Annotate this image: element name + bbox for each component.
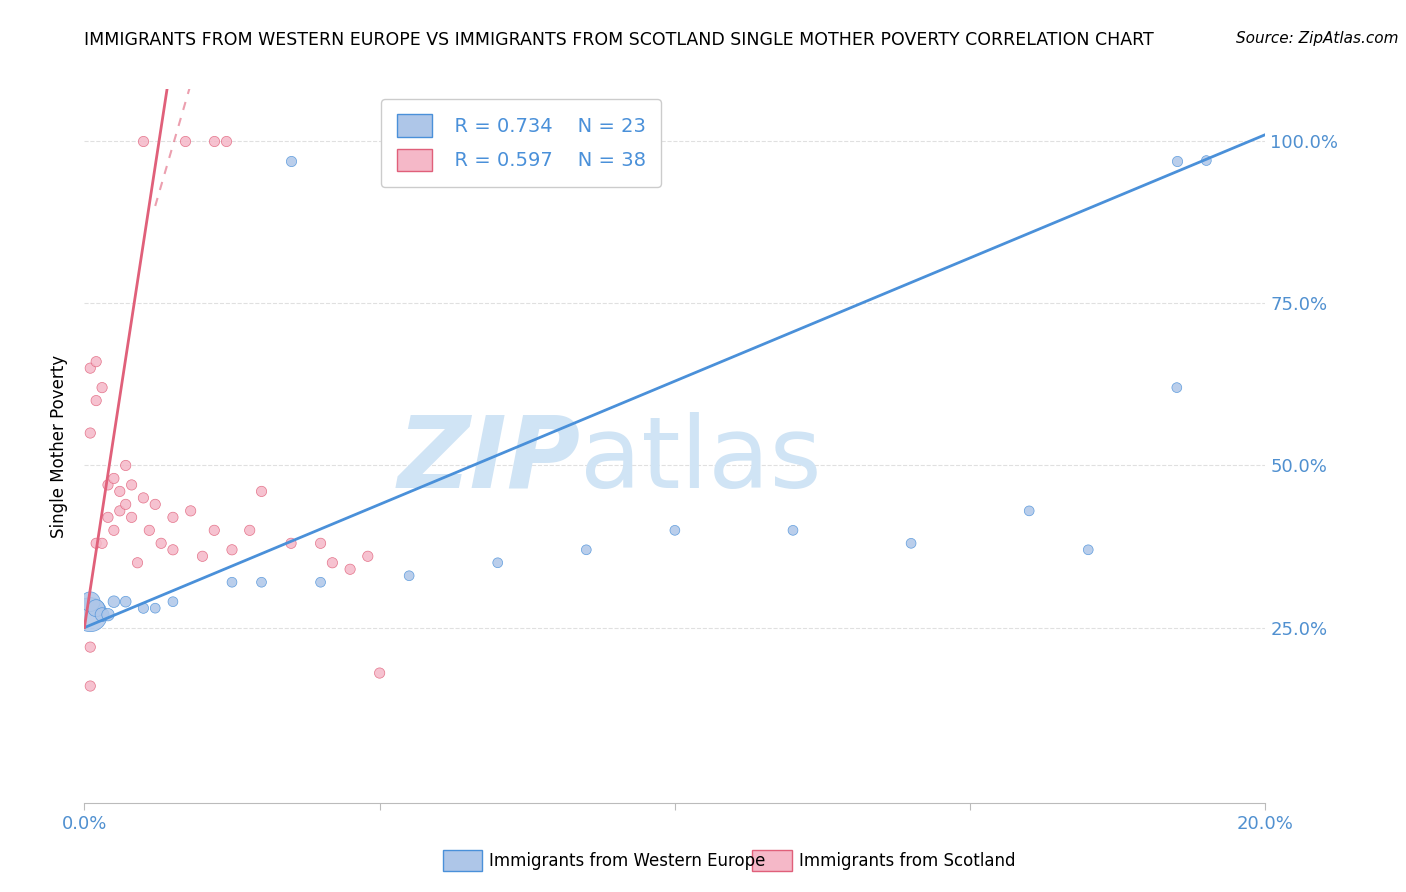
Point <box>84 393 107 408</box>
Point <box>132 491 155 505</box>
Point <box>91 381 114 395</box>
Point <box>664 524 686 538</box>
Point <box>1077 542 1099 557</box>
Point <box>138 524 160 538</box>
Point <box>900 536 922 550</box>
Text: Immigrants from Scotland: Immigrants from Scotland <box>799 852 1015 870</box>
Point <box>398 568 420 582</box>
Point <box>368 666 391 681</box>
Point <box>339 562 361 576</box>
Point <box>309 536 332 550</box>
Point <box>97 607 120 622</box>
Point <box>1166 381 1188 395</box>
Point <box>162 595 184 609</box>
Point <box>108 484 131 499</box>
Point <box>162 542 184 557</box>
Point <box>309 575 332 590</box>
Legend:   R = 0.734    N = 23,   R = 0.597    N = 38: R = 0.734 N = 23, R = 0.597 N = 38 <box>381 99 661 186</box>
Point <box>84 354 107 368</box>
Point <box>103 595 125 609</box>
Point <box>97 510 120 524</box>
Point <box>239 524 262 538</box>
Point <box>103 471 125 485</box>
Point <box>280 153 302 168</box>
Point <box>121 478 143 492</box>
Point <box>91 607 114 622</box>
Text: ZIP: ZIP <box>398 412 581 508</box>
Point <box>1195 153 1218 168</box>
Point <box>114 595 136 609</box>
Point <box>121 510 143 524</box>
Point <box>250 484 273 499</box>
Text: IMMIGRANTS FROM WESTERN EUROPE VS IMMIGRANTS FROM SCOTLAND SINGLE MOTHER POVERTY: IMMIGRANTS FROM WESTERN EUROPE VS IMMIGR… <box>84 31 1154 49</box>
Point <box>114 497 136 511</box>
Point <box>486 556 509 570</box>
Point <box>782 524 804 538</box>
Point <box>79 679 101 693</box>
Text: Source: ZipAtlas.com: Source: ZipAtlas.com <box>1236 31 1399 46</box>
Point <box>180 504 202 518</box>
Point <box>114 458 136 473</box>
Point <box>1018 504 1040 518</box>
Y-axis label: Single Mother Poverty: Single Mother Poverty <box>51 354 69 538</box>
Point <box>79 595 101 609</box>
Point <box>215 134 238 148</box>
Point <box>108 504 131 518</box>
Point <box>202 134 225 148</box>
Point <box>357 549 380 564</box>
Point <box>221 575 243 590</box>
Point <box>250 575 273 590</box>
Point <box>84 536 107 550</box>
Point <box>191 549 214 564</box>
Text: Immigrants from Western Europe: Immigrants from Western Europe <box>489 852 766 870</box>
Point <box>132 601 155 615</box>
Point <box>91 536 114 550</box>
Point <box>173 134 195 148</box>
Point <box>202 524 225 538</box>
Point <box>103 524 125 538</box>
Point <box>150 536 173 550</box>
Point <box>79 607 101 622</box>
Point <box>97 478 120 492</box>
Point <box>575 542 598 557</box>
Point <box>79 640 101 654</box>
Point <box>127 556 149 570</box>
Point <box>79 425 101 440</box>
Text: atlas: atlas <box>581 412 823 508</box>
Point <box>221 542 243 557</box>
Point <box>132 134 155 148</box>
Point <box>321 556 343 570</box>
Point <box>280 536 302 550</box>
Point <box>143 497 166 511</box>
Point <box>143 601 166 615</box>
Point <box>84 601 107 615</box>
Point <box>162 510 184 524</box>
Point <box>79 361 101 376</box>
Point <box>1166 153 1188 168</box>
